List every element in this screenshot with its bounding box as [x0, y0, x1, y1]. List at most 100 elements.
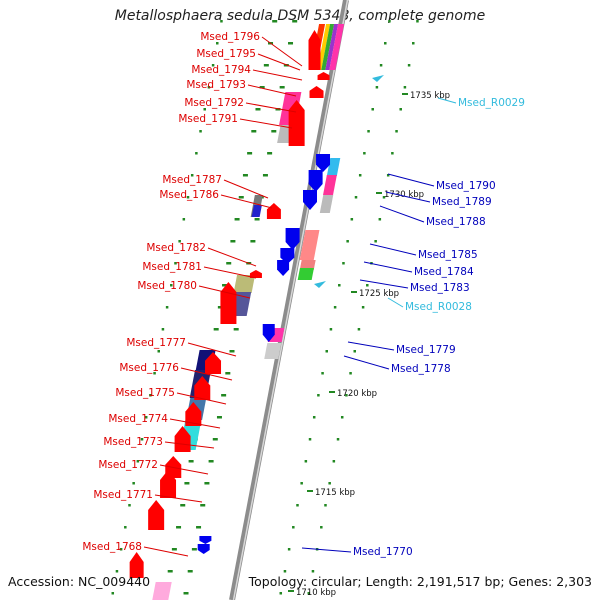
forward-gene-arrow — [220, 282, 237, 324]
feature-box — [152, 582, 172, 600]
forward-gene-label-leader — [154, 494, 203, 503]
reverse-gene-label-leader — [347, 341, 395, 351]
forward-gene-label-leader — [220, 194, 273, 209]
track-dot — [211, 64, 215, 67]
track-dot — [329, 328, 333, 331]
track-dot — [251, 130, 257, 133]
kbp-tick-label: 1720 kbp — [337, 389, 377, 399]
reverse-gene-label-leader — [343, 355, 390, 370]
feature-box — [326, 158, 341, 176]
kbp-tick-label: 1710 kbp — [296, 588, 336, 598]
track-dot — [170, 284, 173, 287]
kbp-tick-label: 1730 kbp — [384, 190, 424, 200]
forward-gene-label: Msed_1794 — [191, 64, 251, 76]
track-dot — [279, 592, 283, 595]
feature-box — [233, 275, 256, 293]
forward-gene-arrow — [129, 552, 144, 578]
forward-gene-label: Msed_1791 — [178, 113, 238, 125]
track-dot — [132, 482, 135, 485]
forward-gene-label-leader — [180, 367, 233, 381]
forward-gene-arrow — [205, 352, 222, 374]
track-dot — [340, 416, 344, 419]
forward-gene-label-leader — [187, 342, 237, 357]
reverse-gene-arrow — [197, 544, 210, 554]
genome-summary-text: Topology: circular; Length: 2,191,517 bp… — [248, 574, 592, 589]
genome-backbone — [229, 0, 349, 600]
forward-gene-arrow — [185, 402, 202, 426]
track-dot — [267, 152, 273, 155]
track-dot — [203, 108, 206, 111]
track-dot — [153, 372, 156, 375]
track-dot — [140, 438, 144, 441]
rna-gene-mark — [372, 75, 384, 82]
track-dot — [357, 328, 361, 331]
reverse-gene-label: Msed_1789 — [432, 196, 492, 208]
forward-gene-label-leader — [257, 53, 301, 71]
track-dot — [320, 526, 323, 529]
forward-gene-arrow — [309, 86, 324, 98]
reverse-gene-label-leader — [359, 279, 409, 289]
track-dot — [208, 460, 214, 463]
forward-gene-label: Msed_1796 — [200, 31, 260, 43]
track-dot — [358, 174, 362, 177]
forward-gene-label-leader — [247, 84, 297, 97]
track-dot — [342, 262, 345, 265]
forward-gene-label-leader — [261, 36, 303, 67]
track-dot — [262, 174, 268, 177]
reverse-gene-arrow — [303, 190, 317, 210]
track-dot — [216, 42, 219, 45]
forward-gene-label: Msed_1793 — [186, 79, 246, 91]
forward-gene-label: Msed_1786 — [159, 189, 219, 201]
forward-gene-label-leader — [239, 118, 293, 129]
track-dot — [338, 284, 341, 287]
feature-box — [299, 230, 320, 260]
track-dot — [361, 306, 365, 309]
forward-gene-arrow — [148, 500, 165, 530]
track-dot — [353, 350, 356, 353]
track-dot — [167, 570, 173, 573]
track-dot — [375, 86, 379, 89]
forward-gene-arrow — [194, 376, 211, 400]
track-dot — [204, 482, 210, 485]
track-dot — [345, 394, 348, 397]
rna-gene-label: Msed_R0028 — [405, 301, 472, 313]
track-dot — [263, 64, 269, 67]
track-dot — [207, 86, 211, 89]
map-title: Metallosphaera sedula DSM 5348, complete… — [114, 8, 486, 24]
feature-box — [323, 175, 337, 195]
reverse-gene-label: Msed_1770 — [353, 546, 413, 558]
kbp-tick-label: 1725 kbp — [359, 289, 399, 299]
track-dot — [213, 328, 219, 331]
track-dot — [165, 306, 169, 309]
track-dot — [328, 482, 331, 485]
reverse-gene-label-leader — [379, 205, 425, 223]
track-dot — [176, 526, 182, 529]
forward-gene-label: Msed_1776 — [119, 362, 179, 374]
forward-gene-label: Msed_1774 — [108, 413, 168, 425]
track-dot — [221, 394, 227, 397]
track-dot — [124, 526, 127, 529]
reverse-gene-label-leader — [387, 173, 435, 187]
track-dot — [182, 218, 186, 221]
track-dot — [279, 86, 285, 89]
forward-gene-arrow — [174, 426, 191, 452]
track-dot — [220, 20, 223, 23]
track-dot — [229, 350, 235, 353]
forward-gene-label: Msed_1777 — [126, 337, 186, 349]
reverse-gene-label-leader — [369, 243, 417, 256]
forward-gene-label: Msed_1787 — [162, 174, 222, 186]
track-dot — [111, 592, 115, 595]
track-dot — [250, 240, 256, 243]
track-dot — [412, 42, 415, 45]
reverse-gene-label: Msed_1785 — [418, 249, 478, 261]
forward-gene-label-leader — [143, 546, 189, 557]
track-dot — [272, 20, 278, 23]
track-dot — [336, 438, 340, 441]
feature-box — [319, 195, 334, 213]
track-dot — [119, 548, 123, 551]
track-dot — [254, 218, 260, 221]
track-dot — [188, 460, 194, 463]
track-dot — [332, 460, 336, 463]
forward-gene-arrow — [308, 30, 321, 70]
